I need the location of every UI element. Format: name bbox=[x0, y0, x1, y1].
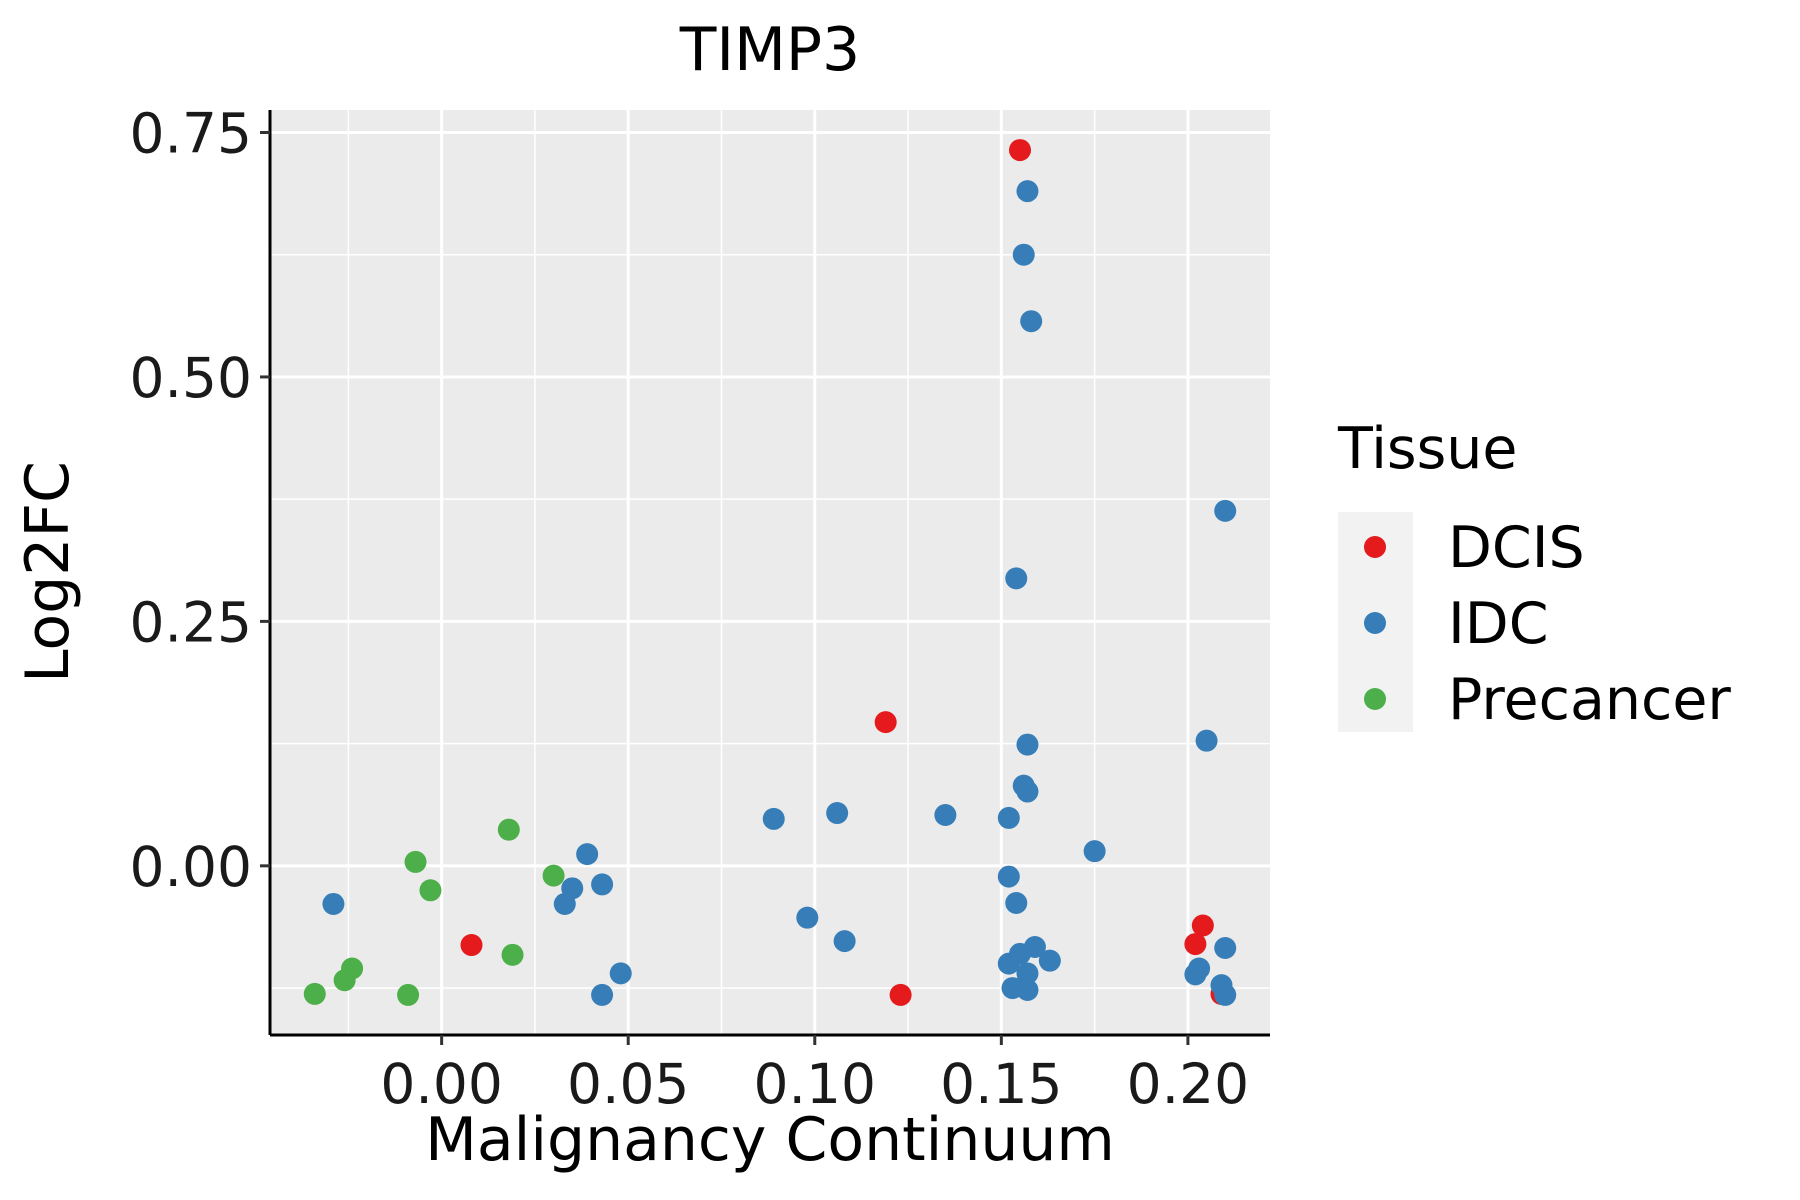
legend: Tissue DCIS IDC Precancer bbox=[1337, 416, 1731, 733]
point-dcis bbox=[889, 983, 912, 1006]
data-points bbox=[303, 139, 1237, 1006]
legend-label-precancer: Precancer bbox=[1448, 667, 1731, 733]
point-idc bbox=[934, 803, 957, 826]
x-tick-label: 0.00 bbox=[380, 1052, 502, 1116]
point-idc bbox=[591, 873, 614, 896]
point-idc bbox=[1214, 983, 1237, 1006]
point-idc bbox=[762, 807, 785, 830]
point-precancer bbox=[333, 969, 356, 992]
point-idc bbox=[1020, 310, 1043, 333]
point-precancer bbox=[397, 983, 420, 1006]
point-idc bbox=[1038, 949, 1061, 972]
point-idc bbox=[1023, 935, 1046, 958]
point-idc bbox=[576, 843, 599, 866]
y-tick-label: 0.00 bbox=[130, 835, 252, 899]
y-tick-label: 0.75 bbox=[130, 101, 252, 165]
point-idc bbox=[833, 930, 856, 953]
point-idc bbox=[1005, 891, 1028, 914]
y-axis-title: Log2FC bbox=[13, 461, 83, 683]
x-tick-label: 0.15 bbox=[940, 1052, 1062, 1116]
legend-key-dcis bbox=[1364, 536, 1386, 558]
point-idc bbox=[591, 983, 614, 1006]
point-dcis bbox=[874, 711, 897, 734]
point-precancer bbox=[501, 943, 524, 966]
point-idc bbox=[1005, 567, 1028, 590]
point-idc bbox=[322, 892, 345, 915]
point-precancer bbox=[542, 864, 565, 887]
point-precancer bbox=[419, 879, 442, 902]
plot-panel bbox=[270, 110, 1270, 1035]
chart-title: TIMP3 bbox=[679, 15, 860, 85]
x-tick-label: 0.05 bbox=[567, 1052, 689, 1116]
legend-key-idc bbox=[1364, 612, 1386, 634]
point-dcis bbox=[1009, 139, 1031, 162]
point-idc bbox=[553, 892, 576, 915]
y-tick-label: 0.50 bbox=[130, 346, 252, 410]
point-dcis bbox=[1191, 914, 1214, 937]
point-idc bbox=[1016, 733, 1039, 756]
legend-label-idc: IDC bbox=[1448, 591, 1549, 657]
point-idc bbox=[609, 962, 632, 985]
legend-title: Tissue bbox=[1337, 416, 1518, 482]
point-dcis bbox=[1184, 933, 1207, 956]
point-idc bbox=[1214, 499, 1237, 522]
point-idc bbox=[997, 865, 1020, 888]
point-idc bbox=[1184, 963, 1207, 986]
point-idc bbox=[1016, 180, 1039, 203]
point-idc bbox=[997, 806, 1020, 829]
point-idc bbox=[796, 906, 819, 929]
point-idc bbox=[1083, 840, 1106, 863]
y-tick-label: 0.25 bbox=[130, 590, 252, 654]
legend-key-precancer bbox=[1364, 688, 1386, 710]
point-idc bbox=[1016, 962, 1039, 985]
point-precancer bbox=[303, 982, 326, 1005]
x-axis-ticks: 0.00 0.05 0.10 0.15 0.20 bbox=[380, 1035, 1249, 1116]
x-tick-label: 0.20 bbox=[1127, 1052, 1249, 1116]
y-axis-ticks: 0.00 0.25 0.50 0.75 bbox=[130, 101, 270, 899]
point-dcis bbox=[460, 934, 483, 957]
point-precancer bbox=[497, 818, 520, 841]
point-idc bbox=[1012, 243, 1035, 266]
legend-label-dcis: DCIS bbox=[1448, 515, 1585, 581]
x-axis-title: Malignancy Continuum bbox=[425, 1105, 1115, 1175]
point-idc bbox=[1214, 936, 1237, 959]
minor-gridlines bbox=[270, 110, 1270, 1035]
point-idc bbox=[1016, 979, 1039, 1002]
point-idc bbox=[826, 802, 849, 825]
point-precancer bbox=[404, 850, 427, 873]
x-tick-label: 0.10 bbox=[754, 1052, 876, 1116]
point-idc bbox=[1016, 780, 1039, 803]
point-idc bbox=[1195, 729, 1218, 752]
